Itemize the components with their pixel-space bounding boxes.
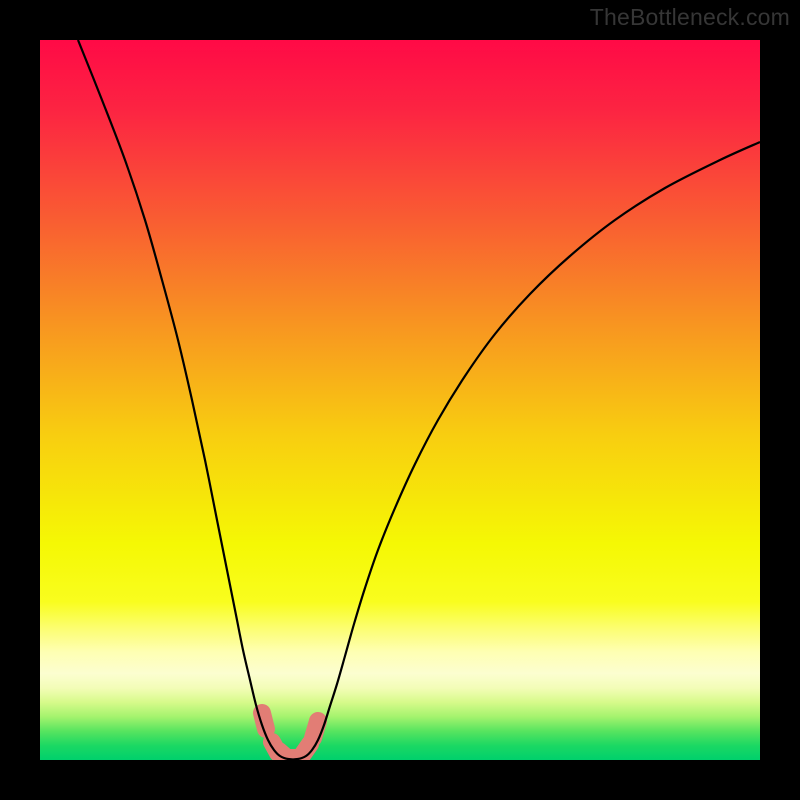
watermark-text: TheBottleneck.com: [590, 4, 790, 31]
plot-area: [40, 40, 760, 760]
bump-segment: [313, 721, 318, 738]
outer-frame: TheBottleneck.com: [0, 0, 800, 800]
chart-background: [40, 40, 760, 760]
bottleneck-chart-svg: [40, 40, 760, 760]
